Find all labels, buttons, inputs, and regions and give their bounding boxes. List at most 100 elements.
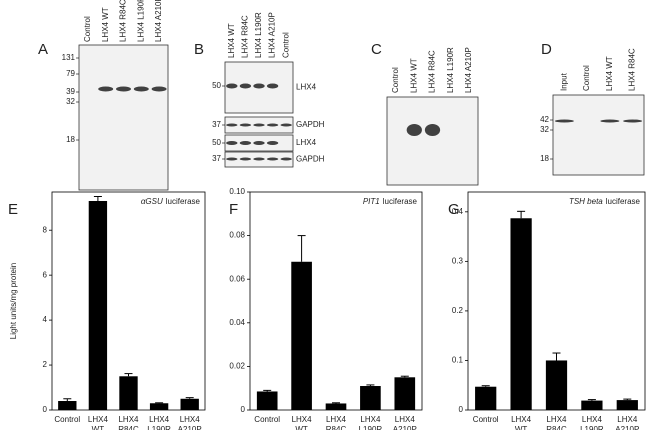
bar [510, 218, 532, 410]
band [239, 157, 252, 161]
band [266, 123, 279, 127]
error-bar [623, 398, 632, 401]
x-tick-line: LHX4 [149, 415, 170, 424]
lane-label: LHX4 L190R [254, 12, 263, 58]
y-tick-label: 0.06 [229, 274, 245, 283]
bar [180, 398, 199, 410]
marker-label: 18 [66, 135, 75, 144]
error-bar [93, 195, 102, 201]
y-tick-label: 0 [241, 405, 246, 414]
lane-label: LHX4 L190R [446, 47, 455, 93]
x-tick-line: A210P [393, 425, 417, 430]
y-tick-label: 4 [43, 315, 48, 324]
error-bar [263, 389, 272, 392]
title-gene: TSH beta [569, 197, 603, 206]
marker-label: 42 [540, 115, 549, 124]
x-tick-line: WT [295, 425, 308, 430]
y-tick-label: 0.4 [452, 207, 464, 216]
y-tick-label: 2 [43, 360, 48, 369]
band [239, 83, 252, 89]
band [253, 83, 265, 89]
bar [291, 261, 312, 410]
title-gene: αGSU [141, 197, 163, 206]
bar [394, 377, 416, 410]
error-bar [332, 402, 340, 404]
lane-label: LHX4 WT [227, 23, 236, 58]
band [226, 141, 238, 145]
band [623, 119, 643, 123]
lane-label: LHX4 WT [605, 56, 614, 91]
x-tick-label: LHX4 R84C [326, 415, 347, 430]
panel-letter: G [448, 201, 460, 218]
lane-label: LHX4 A210P [464, 47, 473, 93]
x-tick-line: R84C [118, 425, 139, 430]
bar [325, 403, 347, 410]
x-tick-line: L190R [147, 425, 171, 430]
panel-letter: E [8, 201, 18, 218]
x-tick-label: LHX4 WT [292, 415, 313, 430]
x-tick-label: LHX4 A210P [615, 415, 639, 430]
title-text: luciferase [606, 197, 641, 206]
y-tick-label: 0 [43, 405, 48, 414]
band [226, 83, 238, 89]
band [253, 123, 265, 127]
error-bar [400, 375, 409, 378]
x-tick-line: WT [515, 425, 528, 430]
title-text: luciferase [383, 197, 418, 206]
band [253, 141, 265, 145]
x-tick-label: LHX4 L190R [147, 415, 171, 430]
y-tick-label: 0.1 [452, 356, 464, 365]
x-tick-line: LHX4 [360, 415, 381, 424]
y-tick-label: 0.02 [229, 362, 245, 371]
marker-label: 50 [212, 81, 221, 90]
strip-label: LHX4 [296, 83, 317, 92]
lane-label: Control [391, 67, 400, 93]
band [280, 157, 292, 161]
error-bar [297, 235, 306, 262]
band [98, 86, 114, 92]
bar [545, 360, 568, 410]
y-tick-label: 0.2 [452, 306, 464, 315]
x-tick-line: LHX4 [546, 415, 567, 424]
band [424, 124, 441, 136]
marker-label: 18 [540, 154, 549, 163]
chart-title: PIT1 luciferase [363, 197, 418, 206]
bar [581, 400, 603, 410]
marker-label: 37 [212, 154, 221, 163]
x-tick-line: L190R [580, 425, 604, 430]
band [266, 141, 279, 145]
x-tick-line: LHX4 [180, 415, 201, 424]
x-tick-line: LHX4 [582, 415, 603, 424]
x-tick-label: LHX4 A210P [178, 415, 202, 430]
blot [386, 96, 479, 186]
lane-label: LHX4 R84C [119, 0, 128, 42]
marker-label: 79 [66, 69, 75, 78]
title-gene: PIT1 [363, 197, 380, 206]
marker-label: 50 [212, 138, 221, 147]
panel-letter: B [194, 41, 204, 58]
band [226, 157, 238, 161]
marker-label: 39 [66, 87, 75, 96]
strip-label: GAPDH [296, 120, 325, 129]
lane-label: Control [83, 16, 92, 42]
lane-label: LHX4 R84C [241, 15, 250, 58]
y-tick-label: 0 [459, 405, 464, 414]
band [239, 123, 252, 127]
y-tick-label: 0.08 [229, 231, 245, 240]
x-tick-line: LHX4 [617, 415, 638, 424]
band [253, 157, 265, 161]
y-tick-label: 8 [43, 225, 48, 234]
lane-label: LHX4 A210P [268, 12, 277, 58]
strip-label: LHX4 [296, 138, 317, 147]
chart-title: αGSU luciferase [141, 197, 201, 206]
bar [360, 386, 381, 410]
x-tick-line: R84C [546, 425, 567, 430]
x-tick-line: A210P [615, 425, 639, 430]
bar [475, 386, 497, 410]
y-tick-label: 6 [43, 270, 48, 279]
x-tick-label: Control [54, 415, 80, 424]
band [266, 83, 279, 89]
bar [119, 376, 138, 410]
x-tick-label: LHX4 WT [88, 415, 109, 430]
